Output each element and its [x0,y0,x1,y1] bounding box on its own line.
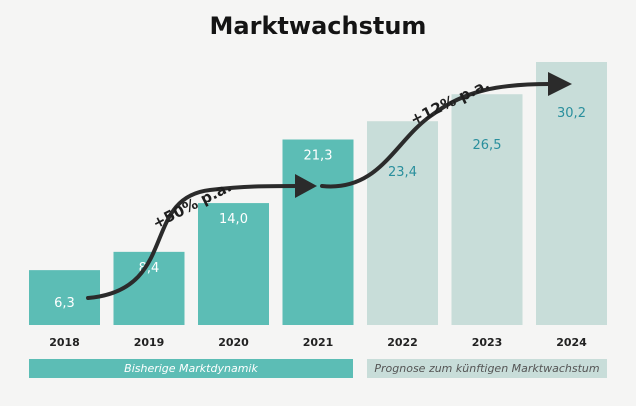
bar-2023 [451,94,523,325]
value-label-2018: 6,3 [54,296,75,311]
arrowhead-forecast [548,72,572,96]
value-label-2022: 23,4 [388,165,417,180]
bar-2022 [367,121,438,326]
x-tick-label-2024: 2024 [556,336,587,349]
chart-title: Marktwachstum [209,12,427,40]
growth-arrow-forecast [320,82,552,189]
x-tick-label-2019: 2019 [134,336,165,349]
x-tick-label-2021: 2021 [303,336,334,349]
arrowhead-historical [295,174,317,198]
bar-2020 [198,203,269,325]
growth-arrow-historical [86,184,300,300]
value-label-2021: 21,3 [304,149,333,164]
bar-2021 [282,139,354,325]
x-tick-label-2023: 2023 [472,336,503,349]
x-tick-label-2018: 2018 [49,336,80,349]
value-label-2023: 26,5 [473,138,502,153]
x-tick-label-2020: 2020 [218,336,249,349]
value-label-2020: 14,0 [219,212,248,227]
x-tick-label-2022: 2022 [387,336,418,349]
bar-2024 [536,62,607,325]
value-label-2024: 30,2 [557,106,586,121]
historical-band: Bisherige Marktdynamik [29,359,353,378]
forecast-band: Prognose zum künftigen Marktwachstum [367,359,607,378]
